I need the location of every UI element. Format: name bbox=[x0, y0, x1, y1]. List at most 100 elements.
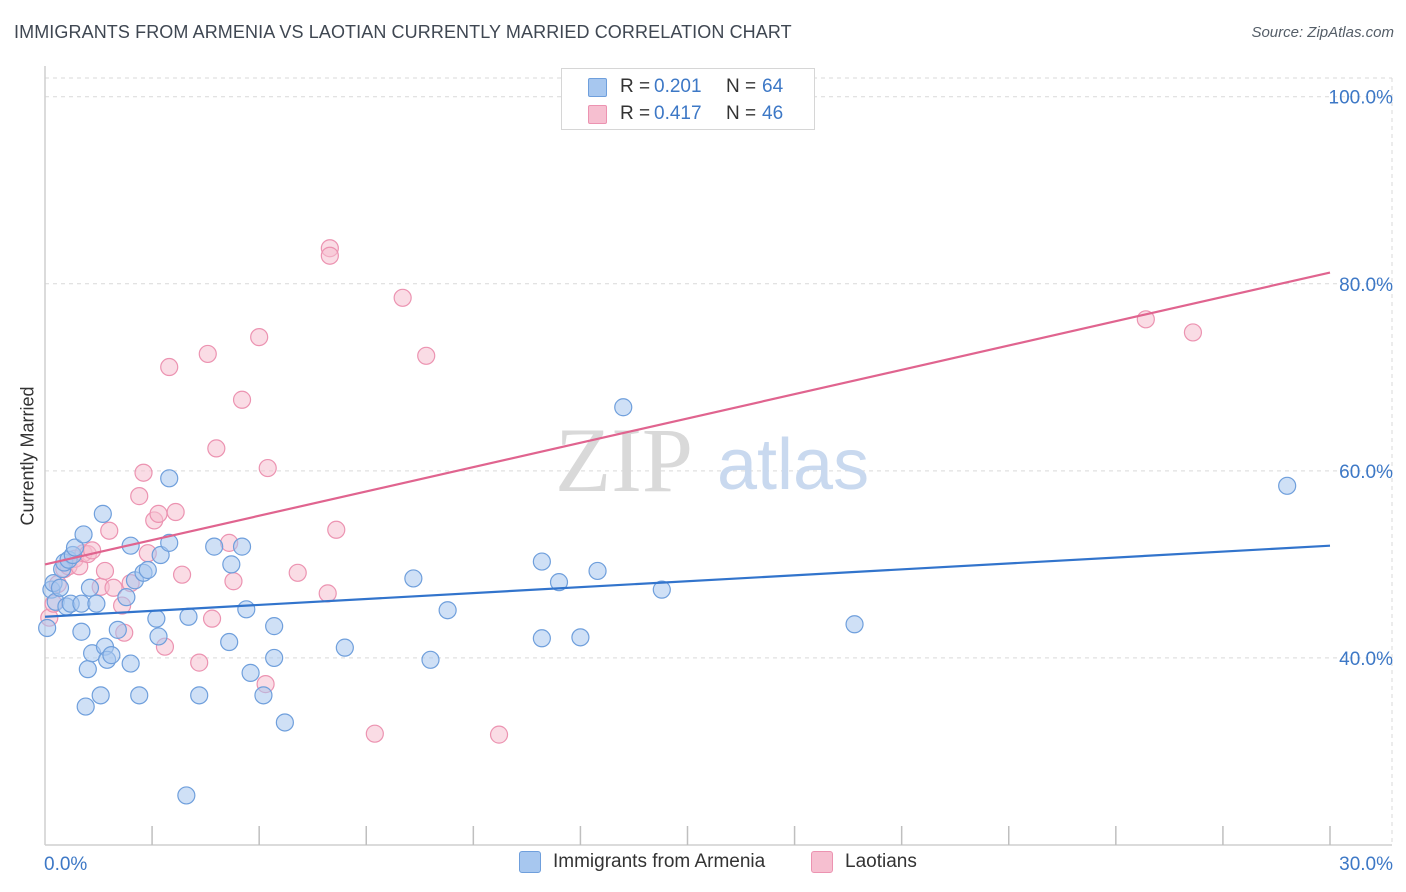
legend-n-value-laotian: 46 bbox=[762, 103, 784, 124]
armenia-point bbox=[117, 588, 136, 607]
y-tick-label: 60.0% bbox=[1339, 462, 1393, 483]
laotian-point bbox=[489, 725, 509, 744]
armenia-point bbox=[93, 504, 112, 523]
legend-n-value-armenia: 64 bbox=[762, 76, 784, 97]
armenia-point bbox=[549, 573, 569, 592]
armenia-point bbox=[438, 601, 457, 620]
armenia-point bbox=[1278, 476, 1297, 495]
legend: R = 0.201 N = 64 R = 0.417 N = 46 bbox=[561, 68, 815, 130]
axes bbox=[44, 66, 1392, 846]
laotian-point bbox=[83, 541, 102, 560]
bottom-legend-label-laotian: Laotians bbox=[845, 851, 917, 872]
armenia-point bbox=[74, 525, 93, 544]
armenia-point bbox=[138, 560, 157, 580]
armenia-point bbox=[108, 620, 127, 639]
watermark: ZIP atlas bbox=[555, 409, 869, 511]
bottom-legend-laotian: Laotians bbox=[811, 851, 917, 873]
armenia-point bbox=[241, 663, 260, 682]
legend-row-armenia: R = 0.201 N = 64 bbox=[588, 74, 783, 100]
armenia-point bbox=[87, 594, 106, 613]
armenia-point bbox=[147, 609, 166, 628]
armenia-point bbox=[652, 580, 671, 599]
armenia-point bbox=[222, 555, 241, 574]
x-tick-label: 30.0% bbox=[1339, 854, 1393, 875]
laotian-point bbox=[288, 563, 307, 582]
laotian-point bbox=[95, 561, 115, 581]
laotian-point bbox=[1183, 323, 1203, 342]
chart-title: IMMIGRANTS FROM ARMENIA VS LAOTIAN CURRE… bbox=[14, 22, 792, 42]
legend-r-label: R = bbox=[620, 103, 651, 124]
laotian-point bbox=[258, 458, 277, 478]
laotian-point bbox=[318, 584, 337, 603]
armenia-point bbox=[254, 686, 273, 705]
armenia-point bbox=[205, 537, 224, 556]
laotian-point bbox=[250, 327, 269, 347]
legend-n-label: N = bbox=[726, 103, 757, 124]
legend-r-value-laotian: 0.417 bbox=[654, 103, 702, 124]
armenia-point bbox=[232, 537, 252, 556]
tick-labels: 40.0% 60.0% 80.0% 100.0% 0.0% 30.0% bbox=[44, 88, 1393, 875]
laotian-point bbox=[134, 463, 153, 482]
laotian-point bbox=[149, 504, 168, 523]
y-axis-label: Currently Married bbox=[17, 386, 38, 526]
laotian-point bbox=[190, 653, 209, 672]
laotian-point bbox=[198, 344, 217, 364]
watermark-zip: ZIP bbox=[555, 409, 693, 511]
armenia-point bbox=[237, 600, 256, 619]
armenia-point bbox=[160, 469, 179, 488]
laotian-point bbox=[202, 609, 222, 628]
armenia-trend-line bbox=[44, 544, 1331, 618]
laotian-point bbox=[393, 288, 412, 307]
laotian-point bbox=[320, 246, 339, 265]
y-tick-label: 100.0% bbox=[1329, 88, 1394, 109]
armenia-point bbox=[275, 713, 294, 732]
laotian-point bbox=[160, 357, 179, 377]
laotian-trend-line bbox=[44, 271, 1331, 566]
armenia-point bbox=[220, 632, 239, 652]
bottom-legend-swatch-laotian bbox=[811, 851, 833, 873]
laotian-point bbox=[104, 578, 123, 597]
armenia-point bbox=[404, 569, 423, 588]
armenia-points bbox=[38, 398, 1297, 805]
laotian-point bbox=[224, 572, 243, 591]
armenia-point bbox=[78, 660, 97, 679]
armenia-point bbox=[335, 638, 354, 657]
armenia-point bbox=[177, 786, 196, 805]
legend-row-laotian: R = 0.417 N = 46 bbox=[588, 101, 783, 127]
laotian-point bbox=[232, 390, 252, 409]
armenia-point bbox=[38, 618, 57, 638]
armenia-point bbox=[421, 650, 440, 669]
armenia-point bbox=[265, 617, 284, 636]
armenia-point bbox=[65, 538, 85, 557]
armenia-point bbox=[72, 622, 91, 641]
legend-swatch-laotian bbox=[588, 104, 607, 124]
armenia-point bbox=[91, 686, 110, 705]
armenia-point bbox=[179, 607, 198, 626]
laotian-point bbox=[130, 487, 149, 506]
y-tick-label: 80.0% bbox=[1339, 275, 1393, 296]
bottom-legend-armenia: Immigrants from Armenia bbox=[519, 851, 765, 873]
laotian-point bbox=[417, 346, 436, 365]
armenia-point bbox=[80, 578, 100, 597]
watermark-atlas: atlas bbox=[717, 425, 869, 505]
trend-lines bbox=[44, 271, 1331, 618]
legend-n-label: N = bbox=[726, 76, 757, 97]
armenia-point bbox=[160, 533, 179, 552]
armenia-point bbox=[190, 686, 209, 705]
y-tick-label: 40.0% bbox=[1339, 649, 1393, 670]
legend-r-value-armenia: 0.201 bbox=[654, 76, 702, 97]
armenia-point bbox=[532, 629, 551, 648]
armenia-point bbox=[76, 697, 95, 716]
laotian-points bbox=[40, 239, 1203, 744]
legend-swatch-armenia bbox=[588, 77, 607, 97]
laotian-point bbox=[100, 521, 119, 540]
armenia-point bbox=[149, 627, 168, 646]
armenia-point bbox=[571, 628, 590, 647]
armenia-point bbox=[845, 615, 864, 634]
source-label: Source: ZipAtlas.com bbox=[1251, 24, 1394, 41]
laotian-point bbox=[327, 520, 346, 539]
armenia-point bbox=[130, 686, 149, 705]
x-tick-label: 0.0% bbox=[44, 854, 87, 875]
bottom-legend-swatch-armenia bbox=[519, 851, 541, 873]
